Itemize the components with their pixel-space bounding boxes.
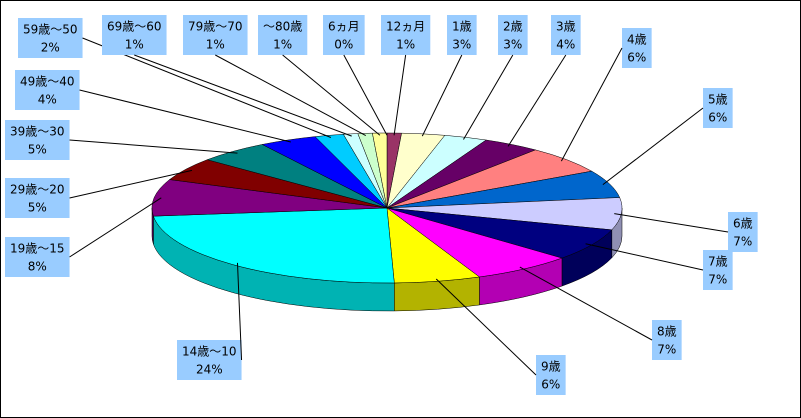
- label-category: 39歳～30: [10, 125, 65, 139]
- leader-line: [69, 139, 238, 154]
- leader-line: [69, 197, 162, 258]
- label-value: 1%: [273, 38, 292, 52]
- label-value: 2%: [41, 41, 60, 55]
- label-value: 1%: [206, 38, 225, 52]
- leader-line: [602, 107, 704, 186]
- pie-tops: [151, 132, 623, 284]
- label-box: [536, 355, 566, 395]
- label-box: [323, 15, 365, 55]
- label-value: 4%: [38, 93, 57, 107]
- label-box: [18, 18, 83, 58]
- leader-line: [236, 262, 243, 361]
- label-box: [728, 212, 758, 252]
- label-value: 3%: [452, 38, 471, 52]
- leader-line: [519, 266, 653, 341]
- label-box: [5, 178, 70, 218]
- label-value: 24%: [196, 363, 223, 377]
- leader-line: [421, 54, 463, 137]
- label-box: [5, 120, 70, 160]
- label-category: 49歳～40: [20, 75, 75, 89]
- label-category: 79歳～70: [188, 20, 243, 34]
- label-value: 6%: [708, 111, 727, 125]
- label-box: [551, 15, 581, 55]
- label-category: ～80歳: [263, 20, 302, 34]
- label-category: 59歳～50: [23, 23, 78, 37]
- leader-line: [435, 278, 537, 376]
- label-value: 7%: [733, 235, 752, 249]
- label-value: 7%: [657, 343, 676, 357]
- label-box: [703, 88, 733, 128]
- label-category: 19歳～15: [10, 242, 65, 256]
- leader-line: [614, 213, 729, 233]
- label-value: 1%: [396, 38, 415, 52]
- label-category: 3歳: [556, 20, 576, 34]
- label-category: 14歳～10: [182, 345, 237, 359]
- leader-line: [507, 54, 567, 147]
- label-category: 6歳: [733, 217, 753, 231]
- label-category: 5歳: [708, 93, 728, 107]
- leader-line: [585, 243, 704, 271]
- label-box: [15, 70, 80, 110]
- leader-line: [215, 54, 366, 137]
- label-box: [703, 250, 733, 290]
- label-category: 1歳: [452, 20, 472, 34]
- label-box: [652, 320, 682, 360]
- label-value: 1%: [125, 38, 144, 52]
- leader-line: [560, 47, 623, 162]
- label-value: 8%: [28, 260, 47, 274]
- label-category: 69歳～60: [107, 20, 162, 34]
- label-category: 8歳: [657, 325, 677, 339]
- leader-line: [69, 169, 193, 199]
- slice: [386, 197, 623, 231]
- label-value: 4%: [556, 38, 575, 52]
- leader-line: [393, 54, 407, 136]
- label-category: 29歳～20: [10, 183, 65, 197]
- label-box: [381, 15, 431, 55]
- label-value: 7%: [708, 273, 727, 287]
- label-box: [622, 28, 652, 68]
- label-category: 4歳: [627, 33, 647, 47]
- label-value: 6%: [541, 378, 560, 392]
- label-category: 9歳: [541, 360, 561, 374]
- leader-line: [79, 89, 291, 143]
- leader-line: [343, 54, 388, 136]
- label-value: 0%: [334, 38, 353, 52]
- label-category: 12ヵ月: [386, 20, 425, 34]
- label-category: 7歳: [708, 255, 728, 269]
- label-category: 6ヵ月: [328, 20, 360, 34]
- label-value: 5%: [28, 201, 47, 215]
- leader-line: [463, 54, 514, 140]
- leader-line: [134, 54, 352, 137]
- label-box: [183, 15, 248, 55]
- label-box: [447, 15, 477, 55]
- label-value: 6%: [627, 51, 646, 65]
- label-category: 2歳: [503, 20, 523, 34]
- label-box: [102, 15, 167, 55]
- label-box: [258, 15, 308, 55]
- slice: [151, 179, 388, 217]
- label-value: 3%: [503, 38, 522, 52]
- leader-line: [282, 54, 381, 136]
- label-box: [5, 237, 70, 277]
- data-labels: 6ヵ月 0% 12ヵ月 1% 1歳 3% 2歳 3% 3歳 4% 4歳 6% 5歳 6% 6歳 7% 7歳 7% 8…: [5, 15, 758, 395]
- slice: [153, 207, 395, 284]
- label-box: [177, 340, 242, 380]
- label-value: 5%: [28, 143, 47, 157]
- label-box: [498, 15, 528, 55]
- slice: [372, 132, 388, 209]
